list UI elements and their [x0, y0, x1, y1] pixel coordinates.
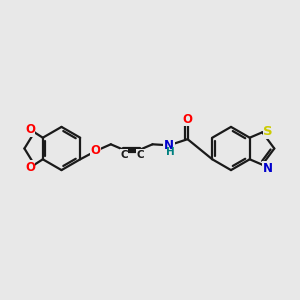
Text: N: N	[164, 139, 174, 152]
Text: C: C	[137, 150, 144, 160]
Text: O: O	[183, 113, 193, 126]
Text: O: O	[25, 160, 35, 174]
Text: S: S	[263, 125, 273, 138]
Text: H: H	[166, 147, 175, 158]
Text: C: C	[120, 150, 128, 160]
Text: O: O	[25, 123, 35, 136]
Text: O: O	[91, 144, 101, 158]
Text: N: N	[263, 162, 273, 175]
